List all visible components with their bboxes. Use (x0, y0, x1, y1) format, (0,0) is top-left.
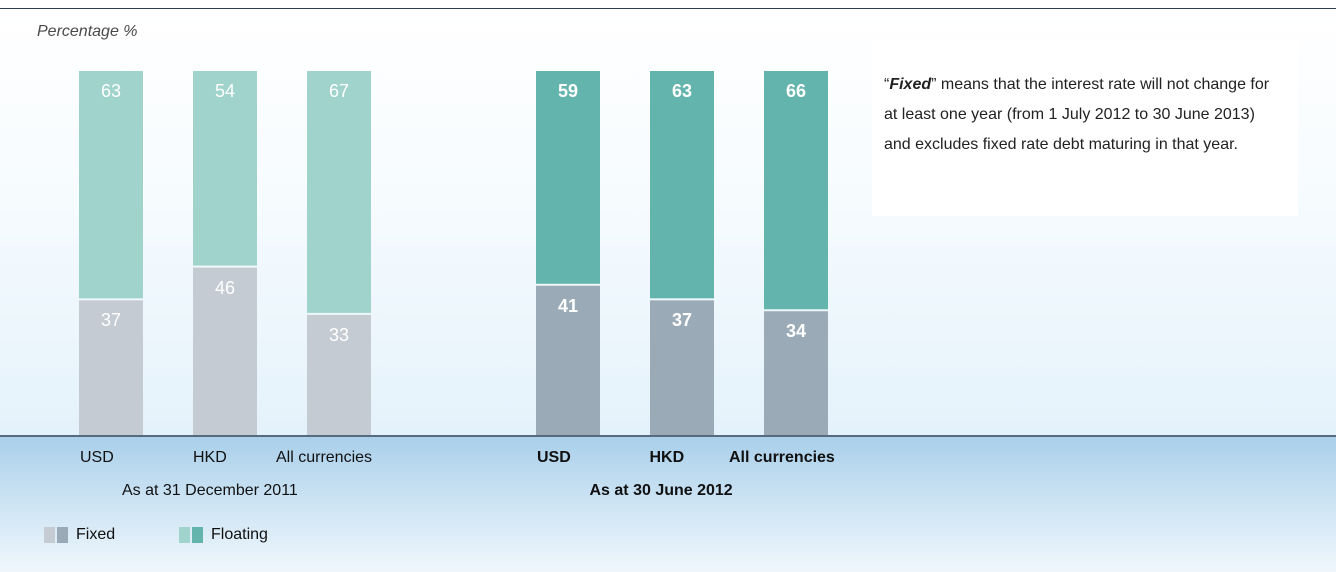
value-label-floating-g1-0: 59 (557, 81, 579, 101)
value-label-fixed-g1-1: 37 (671, 310, 693, 331)
category-label-g0-0: USD (80, 449, 114, 466)
value-label-fixed-g0-2: 33 (328, 324, 350, 345)
legend-label: Floating (211, 526, 268, 543)
bar-floating-g0-0 (79, 71, 143, 299)
value-label-fixed-g1-2: 34 (785, 321, 807, 342)
bar-fixed-g1-1 (650, 300, 714, 435)
legend-swatch (192, 527, 203, 543)
value-label-fixed-g1-0: 41 (557, 295, 579, 316)
category-label-g1-1: HKD (649, 449, 685, 466)
legend-label: Fixed (76, 526, 116, 543)
value-label-floating-g0-2: 67 (328, 81, 350, 101)
legend-item-floating: Floating (179, 526, 268, 544)
bar-floating-g0-1 (193, 71, 257, 266)
bar-fixed-g1-2 (764, 311, 828, 435)
category-label-g1-2: All currencies (729, 449, 835, 466)
note-text: “Fixed” means that the interest rate wil… (884, 70, 1284, 160)
category-label-g1-0: USD (537, 449, 571, 466)
category-label-g0-2: All currencies (276, 449, 373, 466)
note-close-quote: ” (931, 76, 937, 93)
bar-fixed-g0-1 (193, 267, 257, 435)
group-label-0: As at 31 December 2011 (122, 482, 298, 499)
note-open-quote: “ (884, 76, 890, 93)
top-rule (0, 8, 1336, 9)
bar-chart (79, 71, 828, 435)
value-label-floating-g0-1: 54 (214, 81, 236, 101)
legend-item-fixed: Fixed (44, 526, 115, 544)
note-term: Fixed (889, 76, 932, 93)
value-label-floating-g1-1: 63 (671, 81, 693, 101)
bar-floating-g1-1 (650, 71, 714, 299)
group-label-1: As at 30 June 2012 (589, 482, 733, 499)
bar-floating-g0-2 (307, 71, 371, 313)
legend-swatch (179, 527, 190, 543)
note-body: means that the interest rate will not ch… (884, 76, 1270, 153)
bar-fixed-g0-0 (79, 300, 143, 435)
bar-floating-g1-2 (764, 71, 828, 310)
value-label-fixed-g0-0: 37 (100, 310, 122, 331)
legend-swatch (57, 527, 68, 543)
x-axis-line (0, 435, 1336, 437)
value-label-floating-g1-2: 66 (785, 81, 807, 101)
bar-floating-g1-0 (536, 71, 600, 284)
value-label-floating-g0-0: 63 (100, 81, 122, 101)
category-label-g0-1: HKD (193, 449, 227, 466)
legend-swatch (44, 527, 55, 543)
y-axis-label: Percentage % (37, 23, 138, 40)
bar-fixed-g0-2 (307, 314, 371, 435)
value-label-fixed-g0-1: 46 (214, 277, 236, 298)
bar-fixed-g1-0 (536, 285, 600, 435)
axis-band (0, 436, 1336, 572)
note-box (872, 40, 1298, 216)
